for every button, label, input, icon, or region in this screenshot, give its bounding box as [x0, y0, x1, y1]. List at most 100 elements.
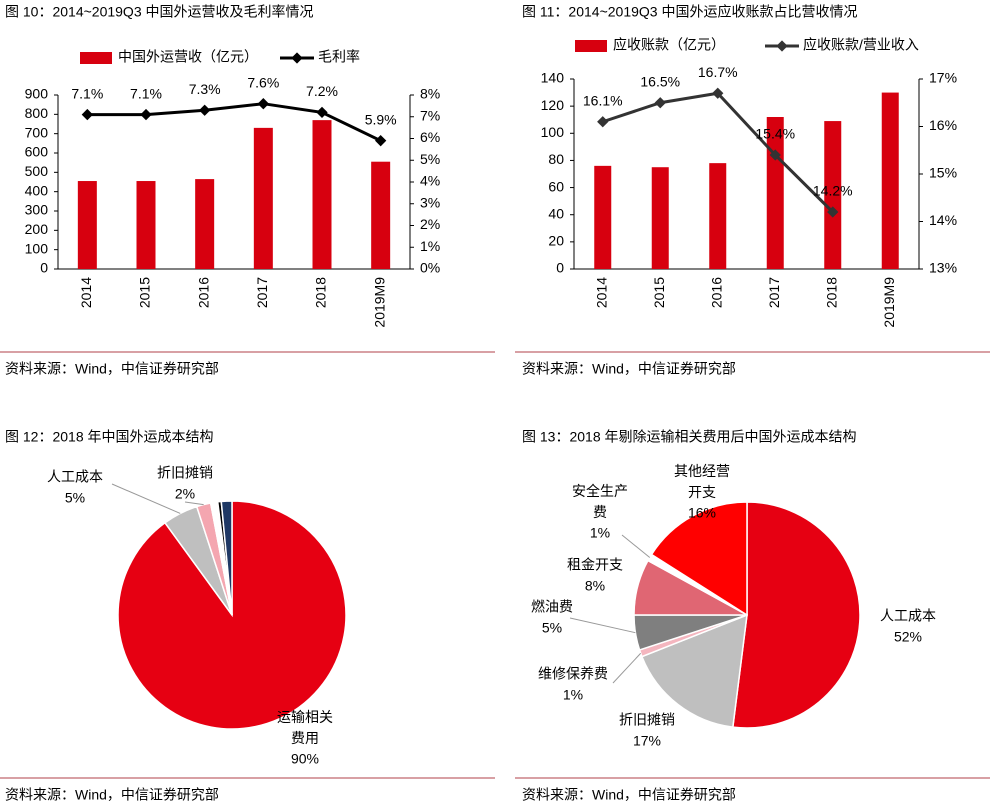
value-label: 5.9%	[365, 111, 397, 127]
x-tick-label: 2014	[593, 277, 609, 308]
value-label: 16.7%	[698, 64, 738, 80]
slice-label: 燃油费	[531, 599, 573, 615]
slice-value-label: 8%	[585, 578, 605, 594]
y2-tick-label: 2%	[420, 216, 440, 232]
slice-value-label: 1%	[563, 687, 583, 703]
legend-swatch	[575, 40, 607, 52]
slice-value-label: 5%	[542, 620, 562, 636]
legend-label: 应收账款/营业收入	[803, 37, 919, 53]
x-tick-label: 2016	[708, 277, 724, 308]
y-tick-label: 60	[548, 178, 564, 194]
slice-label: 维修保养费	[538, 666, 608, 682]
x-tick-label: 2015	[651, 277, 667, 308]
pie-slice	[117, 500, 347, 730]
y2-tick-label: 17%	[929, 70, 957, 86]
legend-label: 毛利率	[318, 49, 360, 65]
slice-value-label: 2%	[175, 486, 195, 502]
bar	[594, 165, 612, 269]
y2-tick-label: 5%	[420, 151, 440, 167]
y2-tick-label: 6%	[420, 129, 440, 145]
y-tick-label: 100	[25, 240, 49, 256]
pie-slice	[731, 501, 861, 729]
x-tick-label: 2017	[254, 277, 270, 308]
y2-tick-label: 7%	[420, 107, 440, 123]
y-tick-label: 300	[25, 202, 49, 218]
slice-label: 其他经营开支	[674, 463, 730, 500]
y2-tick-label: 4%	[420, 173, 440, 189]
value-label: 14.2%	[813, 183, 853, 199]
source: 资料来源：Wind，中信证券研究部	[522, 361, 736, 377]
y-tick-label: 800	[25, 105, 49, 121]
slice-label: 运输相关费用	[277, 709, 333, 746]
legend-marker	[776, 40, 788, 52]
y-tick-label: 600	[25, 144, 49, 160]
slice-value-label: 90%	[291, 751, 319, 767]
y-tick-label: 80	[548, 151, 564, 167]
marker	[316, 106, 328, 119]
figure-title: 图 11：2014~2019Q3 中国外运应收账款占比营收情况	[522, 4, 857, 20]
y-tick-label: 0	[40, 260, 48, 276]
slice-value-label: 17%	[633, 733, 661, 749]
bar	[136, 181, 156, 269]
line	[87, 102, 382, 143]
value-label: 7.1%	[71, 85, 103, 101]
slice-label: 人工成本	[47, 469, 103, 485]
x-tick-label: 2017	[766, 277, 782, 308]
slice-value-label: 1%	[590, 525, 610, 541]
y-tick-label: 100	[541, 124, 565, 140]
y2-tick-label: 3%	[420, 194, 440, 210]
y-tick-label: 0	[556, 260, 564, 276]
slice-label: 安全生产费	[572, 483, 628, 520]
bar	[371, 161, 391, 269]
y2-tick-label: 14%	[929, 212, 957, 228]
y2-tick-label: 16%	[929, 117, 957, 133]
source: 资料来源：Wind，中信证券研究部	[5, 361, 219, 377]
y-tick-label: 700	[25, 124, 49, 140]
figure-title: 图 13：2018 年剔除运输相关费用后中国外运成本结构	[522, 429, 857, 445]
pie-slice	[640, 613, 748, 728]
slice-label: 租金开支	[567, 557, 623, 573]
x-tick-label: 2019M9	[371, 277, 387, 328]
x-tick-label: 2019M9	[881, 277, 897, 328]
slice-label: 人工成本	[880, 608, 936, 624]
bar	[651, 167, 669, 269]
bar	[881, 92, 899, 269]
y-tick-label: 140	[541, 70, 565, 86]
slice-value-label: 52%	[894, 629, 922, 645]
y-tick-label: 900	[25, 86, 49, 102]
leader-line	[612, 652, 642, 684]
y2-tick-label: 1%	[420, 238, 440, 254]
bar	[709, 163, 727, 269]
marker	[827, 206, 839, 218]
y-tick-label: 120	[541, 97, 565, 113]
legend-label: 中国外运营收（亿元）	[118, 49, 258, 65]
y-tick-label: 500	[25, 163, 49, 179]
leader-line	[569, 617, 636, 634]
y-tick-label: 200	[25, 221, 49, 237]
leader-line	[621, 534, 651, 558]
value-label: 16.5%	[640, 73, 680, 89]
leader-line	[111, 483, 181, 514]
bar	[312, 120, 332, 269]
legend-marker	[291, 52, 303, 64]
marker	[81, 108, 93, 121]
y-tick-label: 40	[548, 205, 564, 221]
x-tick-label: 2016	[195, 277, 211, 308]
bar	[253, 127, 273, 269]
pie-slice	[650, 501, 748, 617]
bar	[77, 181, 97, 269]
marker	[375, 135, 387, 147]
slice-label: 折旧摊销	[157, 465, 213, 481]
marker	[597, 116, 609, 128]
slice-value-label: 16%	[688, 505, 716, 521]
value-label: 7.3%	[189, 81, 221, 97]
y2-tick-label: 8%	[420, 86, 440, 102]
slice-label: 折旧摊销	[619, 712, 675, 728]
value-label: 7.2%	[306, 83, 338, 99]
leader-line	[184, 501, 204, 506]
marker	[654, 97, 666, 109]
x-tick-label: 2015	[137, 277, 153, 308]
y2-tick-label: 15%	[929, 165, 957, 181]
figure-title: 图 12：2018 年中国外运成本结构	[5, 429, 214, 445]
value-label: 7.1%	[130, 85, 162, 101]
